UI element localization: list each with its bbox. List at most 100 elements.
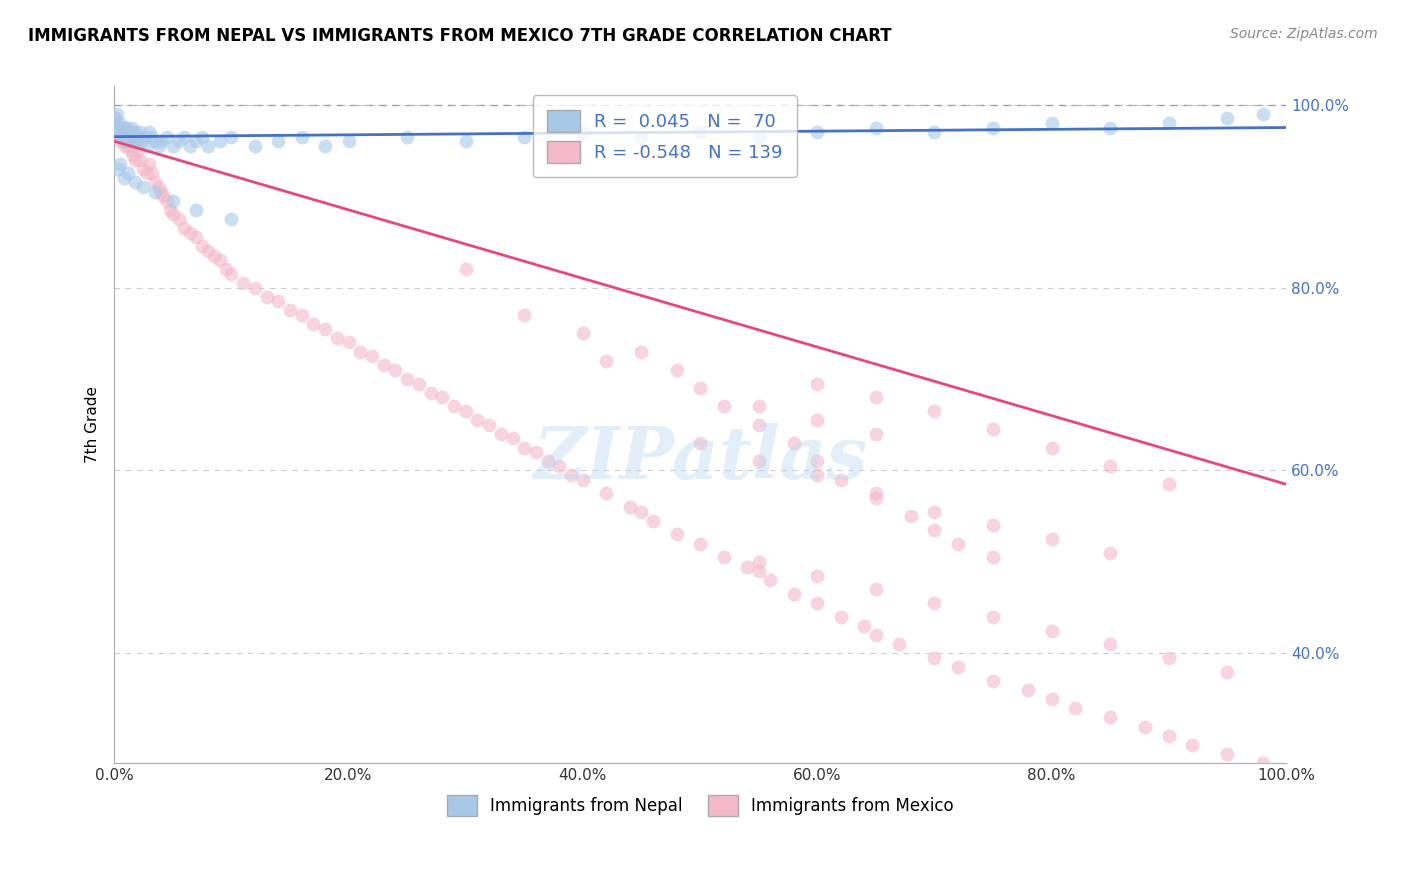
- Point: [489, 426, 512, 441]
- Point: [572, 473, 595, 487]
- Point: [256, 290, 278, 304]
- Point: [432, 390, 454, 404]
- Point: [138, 157, 160, 171]
- Point: [1099, 120, 1122, 135]
- Point: [111, 129, 134, 144]
- Point: [110, 129, 132, 144]
- Point: [108, 134, 131, 148]
- Point: [408, 376, 430, 391]
- Point: [595, 486, 617, 500]
- Point: [1017, 683, 1039, 698]
- Point: [981, 673, 1004, 688]
- Point: [689, 436, 711, 450]
- Point: [643, 514, 665, 528]
- Point: [143, 175, 166, 189]
- Point: [173, 129, 195, 144]
- Point: [122, 134, 145, 148]
- Point: [179, 226, 201, 240]
- Point: [156, 129, 179, 144]
- Point: [143, 185, 166, 199]
- Point: [243, 280, 266, 294]
- Point: [191, 129, 214, 144]
- Point: [1064, 701, 1087, 715]
- Point: [111, 125, 134, 139]
- Point: [619, 500, 641, 514]
- Point: [107, 161, 129, 176]
- Point: [924, 651, 946, 665]
- Point: [548, 458, 571, 473]
- Point: [221, 211, 243, 226]
- Point: [1040, 692, 1063, 706]
- Point: [946, 660, 969, 674]
- Point: [136, 138, 159, 153]
- Point: [853, 619, 876, 633]
- Point: [122, 129, 145, 144]
- Point: [419, 385, 441, 400]
- Point: [115, 120, 138, 135]
- Point: [981, 518, 1004, 533]
- Point: [806, 413, 828, 427]
- Point: [107, 125, 129, 139]
- Point: [1040, 532, 1063, 546]
- Point: [1181, 738, 1204, 752]
- Point: [924, 523, 946, 537]
- Point: [314, 138, 336, 153]
- Point: [117, 166, 139, 180]
- Point: [104, 112, 127, 126]
- Point: [1157, 729, 1180, 743]
- Point: [630, 505, 652, 519]
- Point: [186, 230, 208, 244]
- Point: [148, 180, 170, 194]
- Point: [384, 363, 406, 377]
- Point: [278, 303, 301, 318]
- Point: [110, 120, 132, 135]
- Point: [981, 609, 1004, 624]
- Point: [806, 568, 828, 582]
- Point: [806, 596, 828, 610]
- Point: [124, 175, 146, 189]
- Point: [1251, 107, 1274, 121]
- Point: [221, 267, 243, 281]
- Point: [162, 194, 184, 208]
- Text: ZIPatlas: ZIPatlas: [533, 423, 868, 494]
- Point: [186, 202, 208, 217]
- Point: [830, 473, 852, 487]
- Point: [865, 582, 887, 597]
- Point: [595, 353, 617, 368]
- Point: [107, 120, 129, 135]
- Point: [748, 564, 770, 578]
- Point: [112, 134, 135, 148]
- Point: [513, 441, 536, 455]
- Point: [924, 125, 946, 139]
- Point: [759, 573, 782, 587]
- Point: [735, 559, 758, 574]
- Point: [167, 211, 190, 226]
- Point: [141, 129, 163, 144]
- Point: [302, 317, 325, 331]
- Point: [454, 404, 477, 418]
- Point: [134, 129, 156, 144]
- Point: [830, 609, 852, 624]
- Point: [125, 134, 148, 148]
- Point: [115, 129, 138, 144]
- Point: [150, 134, 173, 148]
- Point: [120, 144, 142, 158]
- Point: [221, 129, 243, 144]
- Point: [132, 161, 155, 176]
- Point: [713, 550, 735, 565]
- Point: [478, 417, 501, 432]
- Text: IMMIGRANTS FROM NEPAL VS IMMIGRANTS FROM MEXICO 7TH GRADE CORRELATION CHART: IMMIGRANTS FROM NEPAL VS IMMIGRANTS FROM…: [28, 27, 891, 45]
- Point: [361, 349, 384, 363]
- Point: [326, 331, 349, 345]
- Point: [396, 372, 419, 386]
- Point: [502, 432, 524, 446]
- Point: [665, 363, 688, 377]
- Point: [924, 596, 946, 610]
- Point: [112, 170, 135, 185]
- Text: Source: ZipAtlas.com: Source: ZipAtlas.com: [1230, 27, 1378, 41]
- Point: [1040, 441, 1063, 455]
- Point: [118, 134, 141, 148]
- Point: [127, 144, 149, 158]
- Point: [443, 400, 465, 414]
- Point: [208, 253, 231, 268]
